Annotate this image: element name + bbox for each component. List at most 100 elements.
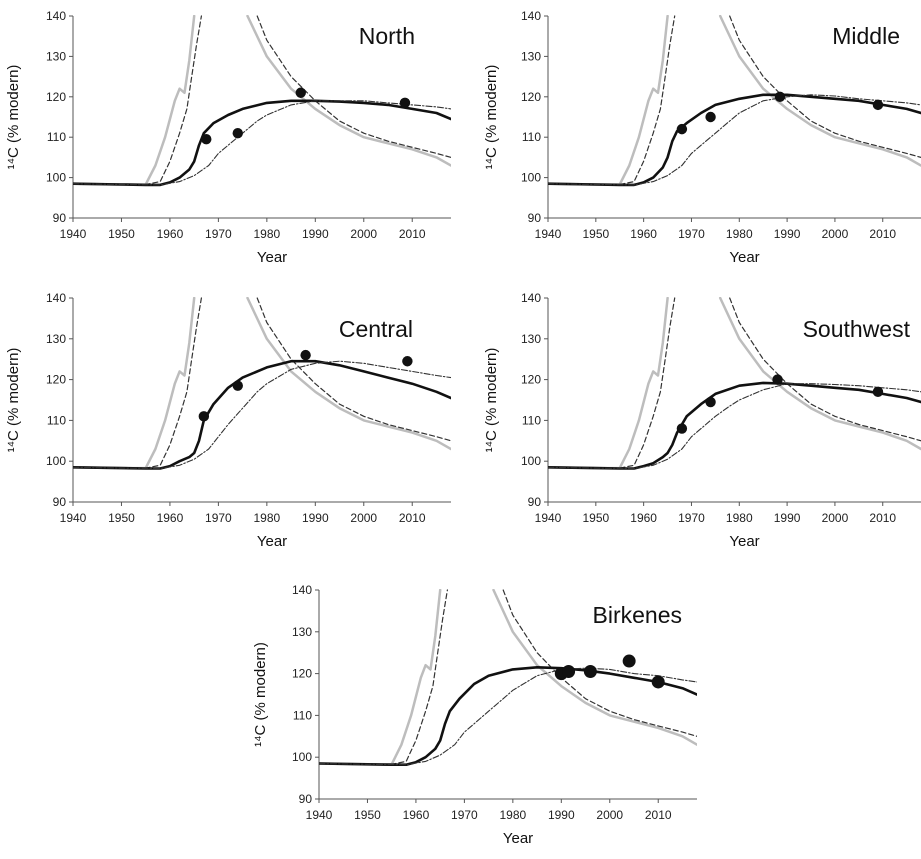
x-tick-label: 1940	[306, 808, 333, 822]
x-tick-label: 1950	[108, 511, 135, 525]
x-tick-label: 1970	[451, 808, 478, 822]
y-tick-label: 100	[46, 171, 66, 185]
x-tick-label: 2000	[822, 511, 849, 525]
x-tick-label: 1990	[302, 511, 329, 525]
data-point	[873, 100, 883, 110]
y-tick-label: 120	[46, 90, 66, 104]
y-tick-label: 90	[299, 792, 313, 806]
data-point	[775, 92, 785, 102]
x-tick-label: 1950	[354, 808, 381, 822]
panel-title: Birkenes	[593, 602, 682, 628]
series-line-dashed	[319, 590, 447, 764]
x-tick-label: 2010	[869, 227, 896, 241]
y-axis-label: ¹⁴C (% modern)	[252, 642, 269, 747]
data-point	[623, 655, 636, 668]
series-line-thick-solid	[548, 95, 921, 185]
panel-middle: 901001101201301401940 1950 1960 1970 1980 199…	[483, 9, 921, 266]
data-point	[584, 665, 597, 678]
y-tick-label: 120	[292, 667, 312, 681]
series-line-dash-dot	[548, 95, 921, 185]
x-tick-label: 1980	[726, 511, 753, 525]
series-line-dash-dot	[319, 668, 697, 765]
y-tick-label: 110	[47, 130, 66, 144]
series-line-solid-gray	[319, 590, 440, 764]
data-point	[201, 134, 211, 144]
x-axis-label: Year	[503, 830, 533, 847]
y-tick-label: 120	[46, 373, 66, 387]
x-axis-label: Year	[729, 249, 759, 266]
x-tick-label: 1990	[774, 511, 801, 525]
x-axis-label: Year	[257, 533, 287, 550]
data-point	[705, 112, 715, 122]
y-tick-label: 140	[521, 9, 541, 23]
panel-title: Middle	[832, 23, 900, 49]
panel-birkenes: 90 100 110 120 130 140 1940 1950 1960 1970 1980 199…	[252, 583, 697, 847]
x-tick-label: 1960	[157, 511, 184, 525]
x-tick-label: 2010	[399, 511, 426, 525]
data-point	[705, 397, 715, 407]
series-line-solid-gray	[548, 298, 668, 468]
data-point	[300, 350, 310, 360]
data-point	[677, 423, 687, 433]
y-axis-label: ¹⁴C (% modern)	[483, 348, 500, 453]
x-tick-label: 2010	[645, 808, 672, 822]
x-tick-label: 1990	[548, 808, 575, 822]
y-tick-label: 140	[46, 9, 66, 23]
x-tick-label: 1990	[774, 227, 801, 241]
series-line-solid-gray	[73, 298, 194, 468]
y-axis-label: ¹⁴C (% modern)	[5, 65, 22, 170]
y-tick-label: 130	[46, 332, 66, 346]
series-line-dashed	[73, 16, 201, 185]
x-tick-label: 1980	[726, 227, 753, 241]
data-point	[233, 128, 243, 138]
data-point	[402, 356, 412, 366]
series-line-thick-solid	[73, 361, 451, 468]
y-tick-label: 140	[521, 291, 541, 305]
x-tick-label: 1940	[535, 227, 562, 241]
data-point	[873, 387, 883, 397]
x-tick-label: 1980	[253, 511, 280, 525]
x-tick-label: 1970	[205, 511, 232, 525]
data-point	[677, 124, 687, 134]
panel-title: Southwest	[803, 316, 911, 342]
y-tick-label: 130	[521, 332, 541, 346]
x-tick-label: 1960	[157, 227, 184, 241]
x-tick-label: 2000	[596, 808, 623, 822]
x-tick-label: 1950	[582, 227, 609, 241]
x-tick-label: 1960	[630, 227, 657, 241]
y-tick-label: 90	[53, 211, 67, 225]
x-tick-label: 1980	[253, 227, 280, 241]
y-tick-label: 130	[292, 625, 312, 639]
y-tick-label: 110	[522, 413, 541, 427]
series-line-solid-gray	[73, 16, 194, 185]
y-tick-label: 120	[521, 90, 541, 104]
x-tick-label: 1940	[60, 511, 87, 525]
x-tick-label: 1940	[535, 511, 562, 525]
y-tick-label: 110	[47, 413, 66, 427]
y-tick-label: 100	[521, 171, 541, 185]
x-tick-label: 1980	[499, 808, 526, 822]
series-line-dashed	[548, 16, 675, 185]
data-point	[562, 665, 575, 678]
x-axis-label: Year	[257, 249, 287, 266]
x-tick-label: 1970	[678, 511, 705, 525]
series-line-dashed	[73, 298, 201, 468]
x-tick-label: 1990	[302, 227, 329, 241]
y-axis-label: ¹⁴C (% modern)	[5, 348, 22, 453]
x-tick-label: 2000	[350, 227, 377, 241]
x-tick-label: 2010	[869, 511, 896, 525]
x-tick-label: 2000	[822, 227, 849, 241]
y-tick-label: 120	[521, 373, 541, 387]
data-point	[400, 98, 410, 108]
y-tick-label: 90	[53, 495, 67, 509]
y-tick-label: 100	[46, 454, 66, 468]
x-axis-label: Year	[729, 533, 759, 550]
y-tick-label: 100	[292, 750, 312, 764]
y-tick-label: 140	[46, 291, 66, 305]
data-point	[652, 675, 665, 688]
x-tick-label: 1950	[582, 511, 609, 525]
data-point	[199, 411, 209, 421]
series-line-thick-solid	[319, 667, 697, 764]
panel-north: 90 100 110 120 130 140 1940 1950 1960 1970 1980 199…	[5, 9, 451, 266]
